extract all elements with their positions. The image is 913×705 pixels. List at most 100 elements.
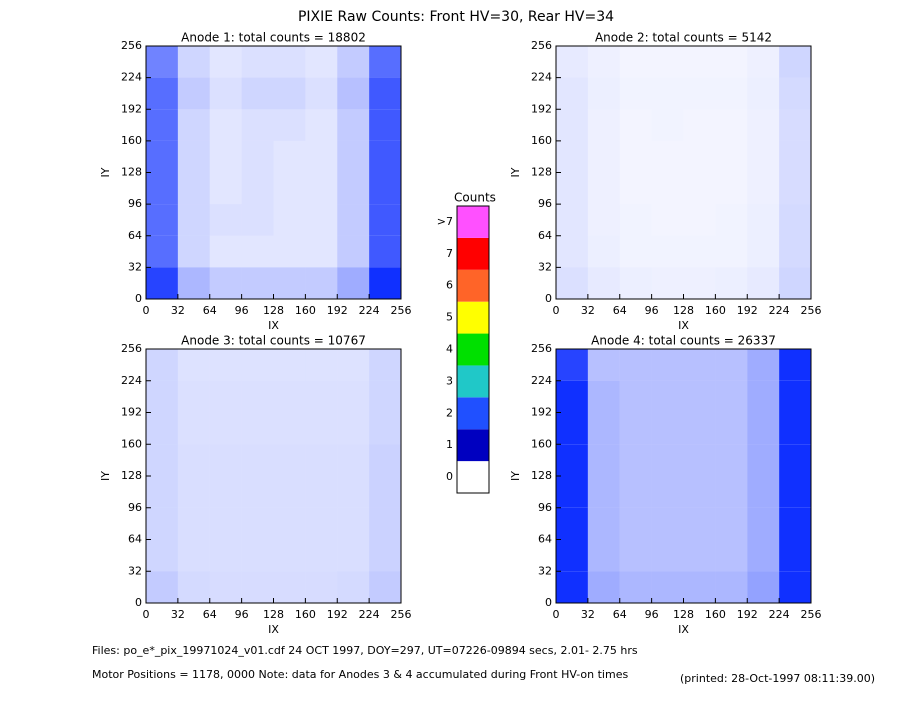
heatmap-cell	[683, 349, 716, 381]
x-tick-label: 0	[553, 304, 560, 317]
heatmap-cell	[556, 267, 588, 299]
y-tick-label: 160	[531, 437, 552, 450]
heatmap-cell	[587, 380, 620, 413]
x-tick-label: 128	[673, 608, 694, 621]
heatmap-cell	[683, 46, 716, 78]
x-tick-label: 256	[391, 304, 412, 317]
heatmap-cell	[715, 380, 748, 413]
colorbar-swatch	[457, 429, 489, 462]
heatmap-cell	[715, 235, 748, 268]
heatmap-cell	[146, 77, 178, 110]
heatmap-cell	[369, 204, 401, 236]
heatmap-cell	[369, 444, 401, 476]
chart-title: PIXIE Raw Counts: Front HV=30, Rear HV=3…	[298, 9, 614, 25]
heatmap-cell	[779, 77, 811, 110]
heatmap-cell	[556, 204, 588, 236]
heatmap-cell	[747, 571, 780, 603]
heatmap-cell	[715, 46, 748, 78]
y-tick-label: 96	[538, 501, 552, 514]
heatmap-cell	[715, 172, 748, 205]
heatmap-cell	[369, 46, 401, 78]
heatmap-cell	[241, 476, 274, 508]
heatmap-cell	[209, 172, 242, 205]
heatmap-cell	[715, 140, 748, 173]
x-tick-label: 160	[295, 608, 316, 621]
heatmap-cell	[369, 77, 401, 110]
heatmap-cell	[779, 571, 811, 603]
x-tick-label: 0	[143, 304, 150, 317]
heatmap-cell	[587, 77, 620, 110]
y-tick-label: 128	[121, 166, 142, 179]
heatmap-cell	[241, 46, 274, 78]
heatmap-cell	[369, 412, 401, 445]
heatmap-cell	[715, 476, 748, 508]
heatmap-cell	[747, 444, 780, 476]
heatmap-cell	[209, 140, 242, 173]
heatmap-cell	[209, 476, 242, 508]
heatmap-cell	[209, 77, 242, 110]
x-tick-label: 224	[769, 304, 790, 317]
x-axis-label: IX	[678, 623, 689, 636]
heatmap-cell	[209, 444, 242, 476]
heatmap-cell	[241, 444, 274, 476]
x-tick-label: 64	[613, 304, 627, 317]
heatmap-cell	[305, 571, 338, 603]
heatmap-cell	[715, 349, 748, 381]
heatmap-cell	[587, 235, 620, 268]
heatmap-cell	[209, 204, 242, 236]
heatmap-cell	[683, 444, 716, 476]
heatmap-cell	[683, 109, 716, 141]
heatmap-cell	[305, 204, 338, 236]
heatmap-cell	[587, 412, 620, 445]
heatmap-cell	[651, 412, 684, 445]
heatmap-cell	[651, 507, 684, 540]
heatmap-cell	[556, 507, 588, 540]
heatmap-cell	[146, 109, 178, 141]
y-tick-label: 160	[121, 134, 142, 147]
y-tick-label: 64	[128, 229, 142, 242]
colorbar-label: 3	[446, 374, 453, 387]
heatmap-cell	[651, 46, 684, 78]
heatmap-cell	[177, 412, 210, 445]
y-tick-label: 224	[121, 374, 142, 387]
heatmap-cell	[337, 539, 370, 572]
heatmap-cell	[619, 267, 652, 299]
x-tick-label: 224	[359, 608, 380, 621]
y-tick-label: 224	[531, 374, 552, 387]
heatmap-cell	[683, 172, 716, 205]
y-tick-label: 0	[135, 292, 142, 305]
heatmap-cell	[651, 140, 684, 173]
heatmap-cell	[369, 571, 401, 603]
heatmap-cell	[747, 349, 780, 381]
heatmap-cell	[556, 539, 588, 572]
y-tick-label: 256	[531, 342, 552, 355]
heatmap-cell	[241, 109, 274, 141]
heatmap-cell	[651, 380, 684, 413]
heatmap-cell	[177, 571, 210, 603]
x-tick-label: 0	[553, 608, 560, 621]
heatmap-cell	[779, 109, 811, 141]
heatmap-cell	[369, 507, 401, 540]
heatmap-cell	[305, 140, 338, 173]
panel-title: Anode 3: total counts = 10767	[181, 334, 366, 348]
heatmap-cell	[305, 380, 338, 413]
y-tick-label: 160	[531, 134, 552, 147]
y-axis-label: IY	[99, 167, 112, 177]
panel-title: Anode 2: total counts = 5142	[595, 31, 772, 45]
heatmap-cell	[273, 204, 306, 236]
heatmap-cell	[177, 539, 210, 572]
heatmap-cell	[619, 507, 652, 540]
colorbar-swatch	[457, 397, 489, 430]
heatmap-cell	[747, 140, 780, 173]
heatmap-cell	[715, 539, 748, 572]
heatmap-cell	[146, 380, 178, 413]
heatmap-cell	[556, 444, 588, 476]
x-tick-label: 64	[203, 608, 217, 621]
heatmap-cell	[146, 349, 178, 381]
y-tick-label: 32	[538, 564, 552, 577]
heatmap-cell	[209, 109, 242, 141]
heatmap-cell	[587, 349, 620, 381]
heatmap-cell	[779, 46, 811, 78]
heatmap-cell	[177, 267, 210, 299]
heatmap-cell	[337, 204, 370, 236]
